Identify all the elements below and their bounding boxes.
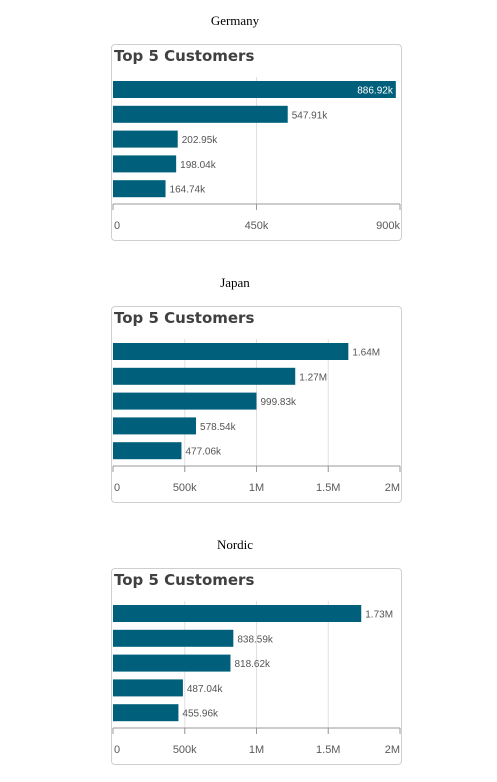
bar-value-label: 487.04k [187, 684, 224, 695]
germany-chart-card: Top 5 Customers 0 450k 900k 886.92k 547.91k 2… [111, 44, 402, 241]
chart-title: Top 5 Customers [114, 571, 255, 589]
bar [113, 679, 183, 697]
bar-value-label: 1.27M [299, 372, 327, 383]
bar-value-label: 1.64M [352, 348, 380, 359]
bar-value-label: 838.59k [237, 634, 274, 645]
bar [113, 155, 177, 173]
bar [113, 704, 179, 722]
x-tick-label: 0 [114, 220, 120, 232]
bar [113, 130, 178, 148]
x-tick-label: 1M [249, 482, 264, 494]
bar-value-label: 202.95k [182, 135, 219, 146]
bar [113, 654, 231, 672]
germany-bar-chart: 0 450k 900k 886.92k 547.91k 202.95k 198.04k 164… [112, 77, 401, 232]
x-tick-label: 500k [173, 482, 197, 494]
x-tick-label: 0 [114, 744, 120, 756]
bar-value-label: 455.96k [182, 709, 219, 720]
bar-value-label: 999.83k [260, 397, 297, 408]
x-tick-label: 500k [173, 744, 197, 756]
bar [113, 392, 257, 410]
bar [113, 343, 349, 360]
x-tick-label: 1M [249, 744, 264, 756]
bar [113, 367, 296, 385]
bar [113, 417, 197, 435]
chart-title: Top 5 Customers [114, 47, 255, 65]
x-tick-label: 0 [114, 482, 120, 494]
chart-title: Top 5 Customers [114, 309, 255, 327]
x-tick-label: 2M [385, 744, 400, 756]
bar-value-label: 547.91k [292, 110, 329, 121]
bar-value-label: 477.06k [185, 447, 222, 458]
x-tick-label: 1.5M [316, 744, 340, 756]
bar [113, 442, 182, 460]
nordic-bar-chart: 0 500k 1M 1.5M 2M 1.73M 838.59k 818.62k 487.04k 4… [112, 601, 401, 756]
bar [113, 180, 166, 198]
bar [113, 105, 288, 123]
region-title-japan: Japan [220, 275, 250, 290]
japan-bar-chart: 0 500k 1M 1.5M 2M 1.64M 1.27M 999.83k 578.54k 477… [112, 339, 401, 494]
bar-value-label: 578.54k [200, 422, 237, 433]
x-tick-label: 2M [385, 482, 400, 494]
bar-value-label: 1.73M [365, 610, 393, 621]
x-tick-label: 1.5M [316, 482, 340, 494]
nordic-chart-card: Top 5 Customers 0 500k 1M 1.5M 2M 1.73M 838.59… [111, 568, 402, 765]
bar [113, 629, 234, 647]
x-tick-label: 900k [376, 220, 400, 232]
bar [113, 81, 396, 98]
bar-value-label: 818.62k [234, 659, 271, 670]
region-title-nordic: Nordic [216, 537, 254, 552]
x-tick-label: 450k [245, 220, 269, 232]
bar-value-label: 164.74k [170, 185, 207, 196]
bar-value-label: 886.92k [357, 86, 394, 97]
bar [113, 605, 362, 622]
bar-value-label: 198.04k [180, 160, 217, 171]
japan-chart-card: Top 5 Customers 0 500k 1M 1.5M 2M 1.64M 1.27M 9… [111, 306, 402, 503]
region-title-germany: Germany [210, 13, 260, 28]
